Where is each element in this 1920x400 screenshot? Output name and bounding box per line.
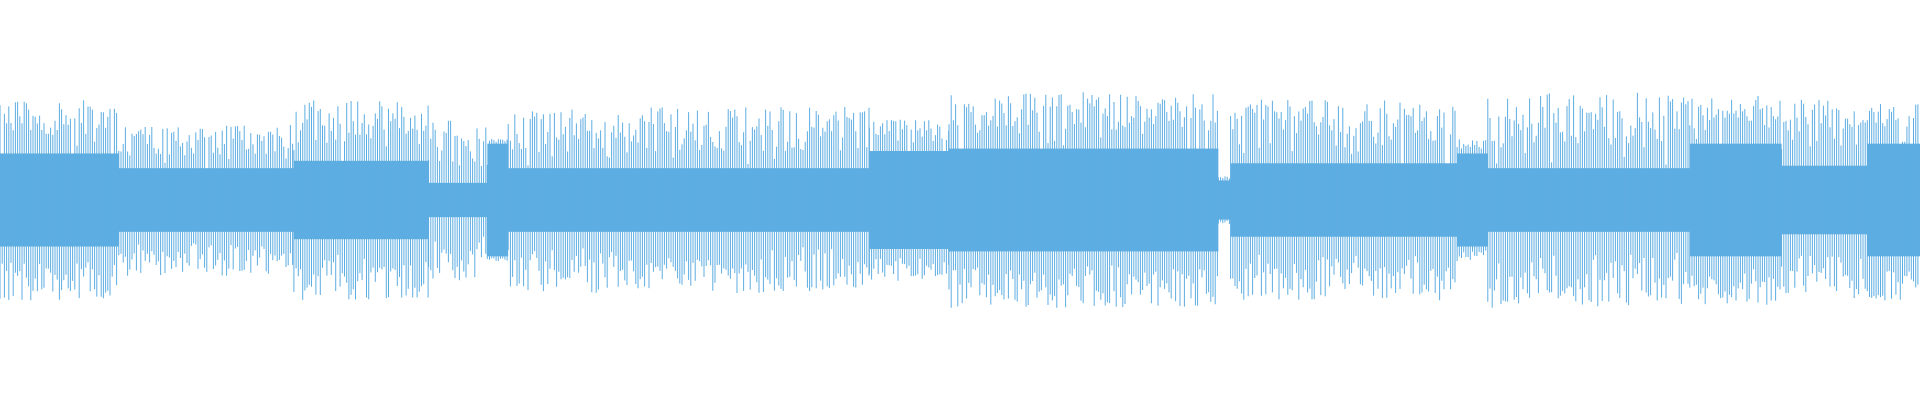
waveform-bars: [0, 92, 1920, 308]
waveform-core: [428, 182, 488, 218]
waveform-core: [1781, 165, 1868, 235]
waveform-core: [1230, 163, 1458, 237]
